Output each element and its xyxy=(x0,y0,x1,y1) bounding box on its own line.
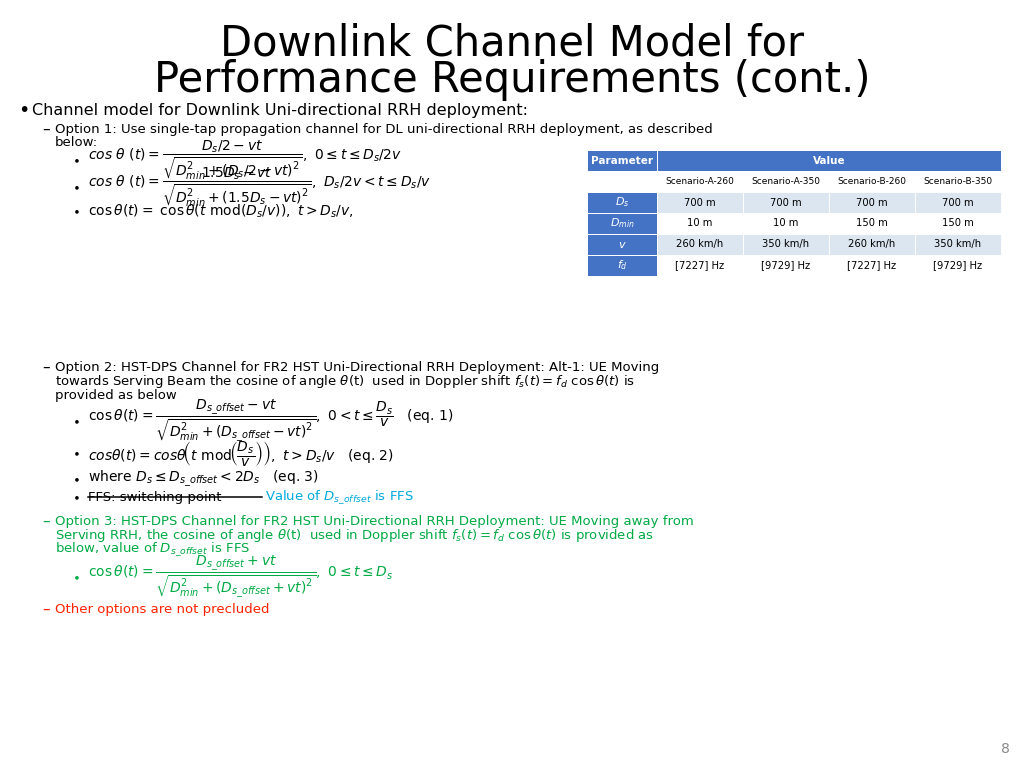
Text: Scenario-B-350: Scenario-B-350 xyxy=(924,177,992,186)
Text: $\mathit{cos}\theta(t) = \mathit{cos}\theta\!\left(t\ \mathrm{mod}\!\left(\dfrac: $\mathit{cos}\theta(t) = \mathit{cos}\th… xyxy=(88,439,394,468)
Bar xyxy=(587,192,657,213)
Bar xyxy=(915,171,1001,192)
Bar xyxy=(829,192,915,213)
Text: [7227] Hz: [7227] Hz xyxy=(848,260,897,270)
Text: –: – xyxy=(42,514,49,528)
Bar xyxy=(829,213,915,234)
Text: $\mathit{cos}\ \theta\ (t) = \dfrac{1.5D_s-vt}{\sqrt{D^2_{min}+(1.5D_s-vt)^2}},\: $\mathit{cos}\ \theta\ (t) = \dfrac{1.5D… xyxy=(88,166,431,208)
Text: $f_d$: $f_d$ xyxy=(616,259,628,273)
Text: Value of $D_{s\_offset}$ is FFS: Value of $D_{s\_offset}$ is FFS xyxy=(265,488,414,506)
Bar xyxy=(743,213,829,234)
Text: $\bullet$: $\bullet$ xyxy=(72,491,80,504)
Bar xyxy=(657,150,1001,171)
Bar xyxy=(587,255,657,276)
Bar xyxy=(657,234,743,255)
Text: below, value of $D_{s\_offset}$ is FFS: below, value of $D_{s\_offset}$ is FFS xyxy=(55,540,250,558)
Text: –: – xyxy=(42,601,49,617)
Text: Performance Requirements (cont.): Performance Requirements (cont.) xyxy=(154,59,870,101)
Text: below:: below: xyxy=(55,135,98,148)
Bar xyxy=(657,171,743,192)
Bar xyxy=(657,213,743,234)
Bar xyxy=(915,255,1001,276)
Text: $\mathit{cos}\ \theta\ (t) = \dfrac{D_s/2-vt}{\sqrt{D^2_{min}+(D_s/2-vt)^2}},\ 0: $\mathit{cos}\ \theta\ (t) = \dfrac{D_s/… xyxy=(88,138,402,181)
Bar xyxy=(915,234,1001,255)
Text: $\bullet$: $\bullet$ xyxy=(72,415,80,428)
Bar xyxy=(587,171,657,192)
Text: 350 km/h: 350 km/h xyxy=(763,240,810,250)
Text: Downlink Channel Model for: Downlink Channel Model for xyxy=(220,22,804,64)
Text: 350 km/h: 350 km/h xyxy=(935,240,982,250)
Text: $\bullet$: $\bullet$ xyxy=(72,446,80,459)
Text: $\cos\theta(t) =\ \cos\theta(t\ \mathrm{mod}(D_s/v)),\ t > D_s/v,$: $\cos\theta(t) =\ \cos\theta(t\ \mathrm{… xyxy=(88,202,353,220)
Text: Other options are not precluded: Other options are not precluded xyxy=(55,603,269,615)
Text: $\cos\theta(t) = \dfrac{D_{s\_offset}+vt}{\sqrt{D^2_{min}+(D_{s\_offset}+vt)^2}}: $\cos\theta(t) = \dfrac{D_{s\_offset}+vt… xyxy=(88,554,393,600)
Text: Value: Value xyxy=(813,155,846,165)
Text: 700 m: 700 m xyxy=(942,197,974,207)
Text: Parameter: Parameter xyxy=(591,155,653,165)
Bar xyxy=(829,255,915,276)
Bar xyxy=(743,192,829,213)
Text: Channel model for Downlink Uni-directional RRH deployment:: Channel model for Downlink Uni-direction… xyxy=(32,102,528,118)
Bar xyxy=(743,234,829,255)
Text: •: • xyxy=(18,101,30,120)
Bar xyxy=(829,171,915,192)
Text: 260 km/h: 260 km/h xyxy=(677,240,724,250)
Bar xyxy=(657,255,743,276)
Text: $\bullet$: $\bullet$ xyxy=(72,571,80,584)
Text: Option 1: Use single-tap propagation channel for DL uni-directional RRH deployme: Option 1: Use single-tap propagation cha… xyxy=(55,123,713,135)
Text: –: – xyxy=(42,121,49,137)
Text: 150 m: 150 m xyxy=(856,219,888,229)
Text: $\bullet$: $\bullet$ xyxy=(72,180,80,194)
Bar xyxy=(743,255,829,276)
Bar xyxy=(587,213,657,234)
Bar xyxy=(829,234,915,255)
Text: where $D_s \leq D_{s\_offset} < 2D_s$   (eq. 3): where $D_s \leq D_{s\_offset} < 2D_s$ (e… xyxy=(88,468,318,489)
Text: Option 2: HST-DPS Channel for FR2 HST Uni-Directional RRH Deployment: Alt-1: UE : Option 2: HST-DPS Channel for FR2 HST Un… xyxy=(55,360,659,373)
Text: –: – xyxy=(42,359,49,375)
Text: $D_s$: $D_s$ xyxy=(614,196,629,210)
Bar xyxy=(657,192,743,213)
Text: Scenario-A-260: Scenario-A-260 xyxy=(666,177,734,186)
Text: [9729] Hz: [9729] Hz xyxy=(762,260,811,270)
Bar xyxy=(915,192,1001,213)
Text: $\cos\theta(t) = \dfrac{D_{s\_offset}-vt}{\sqrt{D^2_{min}+(D_{s\_offset}-vt)^2}}: $\cos\theta(t) = \dfrac{D_{s\_offset}-vt… xyxy=(88,398,454,444)
Text: $\bullet$: $\bullet$ xyxy=(72,154,80,167)
Bar xyxy=(915,213,1001,234)
Text: towards Serving Beam the cosine of angle $\theta$(t)  used in Doppler shift $f_s: towards Serving Beam the cosine of angle… xyxy=(55,372,635,389)
Text: 700 m: 700 m xyxy=(770,197,802,207)
Text: 150 m: 150 m xyxy=(942,219,974,229)
Text: FFS: switching point: FFS: switching point xyxy=(88,491,221,504)
Text: $D_{min}$: $D_{min}$ xyxy=(609,217,634,230)
Text: $\bullet$: $\bullet$ xyxy=(72,472,80,485)
Text: 8: 8 xyxy=(1001,742,1010,756)
Text: $\bullet$: $\bullet$ xyxy=(72,204,80,217)
Text: Scenario-A-350: Scenario-A-350 xyxy=(752,177,820,186)
Text: 700 m: 700 m xyxy=(684,197,716,207)
Text: 10 m: 10 m xyxy=(773,219,799,229)
Bar xyxy=(587,150,657,171)
Text: Option 3: HST-DPS Channel for FR2 HST Uni-Directional RRH Deployment: UE Moving : Option 3: HST-DPS Channel for FR2 HST Un… xyxy=(55,515,693,528)
Text: 260 km/h: 260 km/h xyxy=(848,240,896,250)
Text: provided as below: provided as below xyxy=(55,389,177,402)
Bar xyxy=(743,171,829,192)
Text: 10 m: 10 m xyxy=(687,219,713,229)
Text: 700 m: 700 m xyxy=(856,197,888,207)
Text: [9729] Hz: [9729] Hz xyxy=(934,260,983,270)
Text: Serving RRH, the cosine of angle $\theta$(t)  used in Doppler shift $f_s(t) = f_: Serving RRH, the cosine of angle $\theta… xyxy=(55,527,654,544)
Text: [7227] Hz: [7227] Hz xyxy=(676,260,725,270)
Text: $v$: $v$ xyxy=(617,240,627,250)
Bar xyxy=(587,234,657,255)
Text: Scenario-B-260: Scenario-B-260 xyxy=(838,177,906,186)
